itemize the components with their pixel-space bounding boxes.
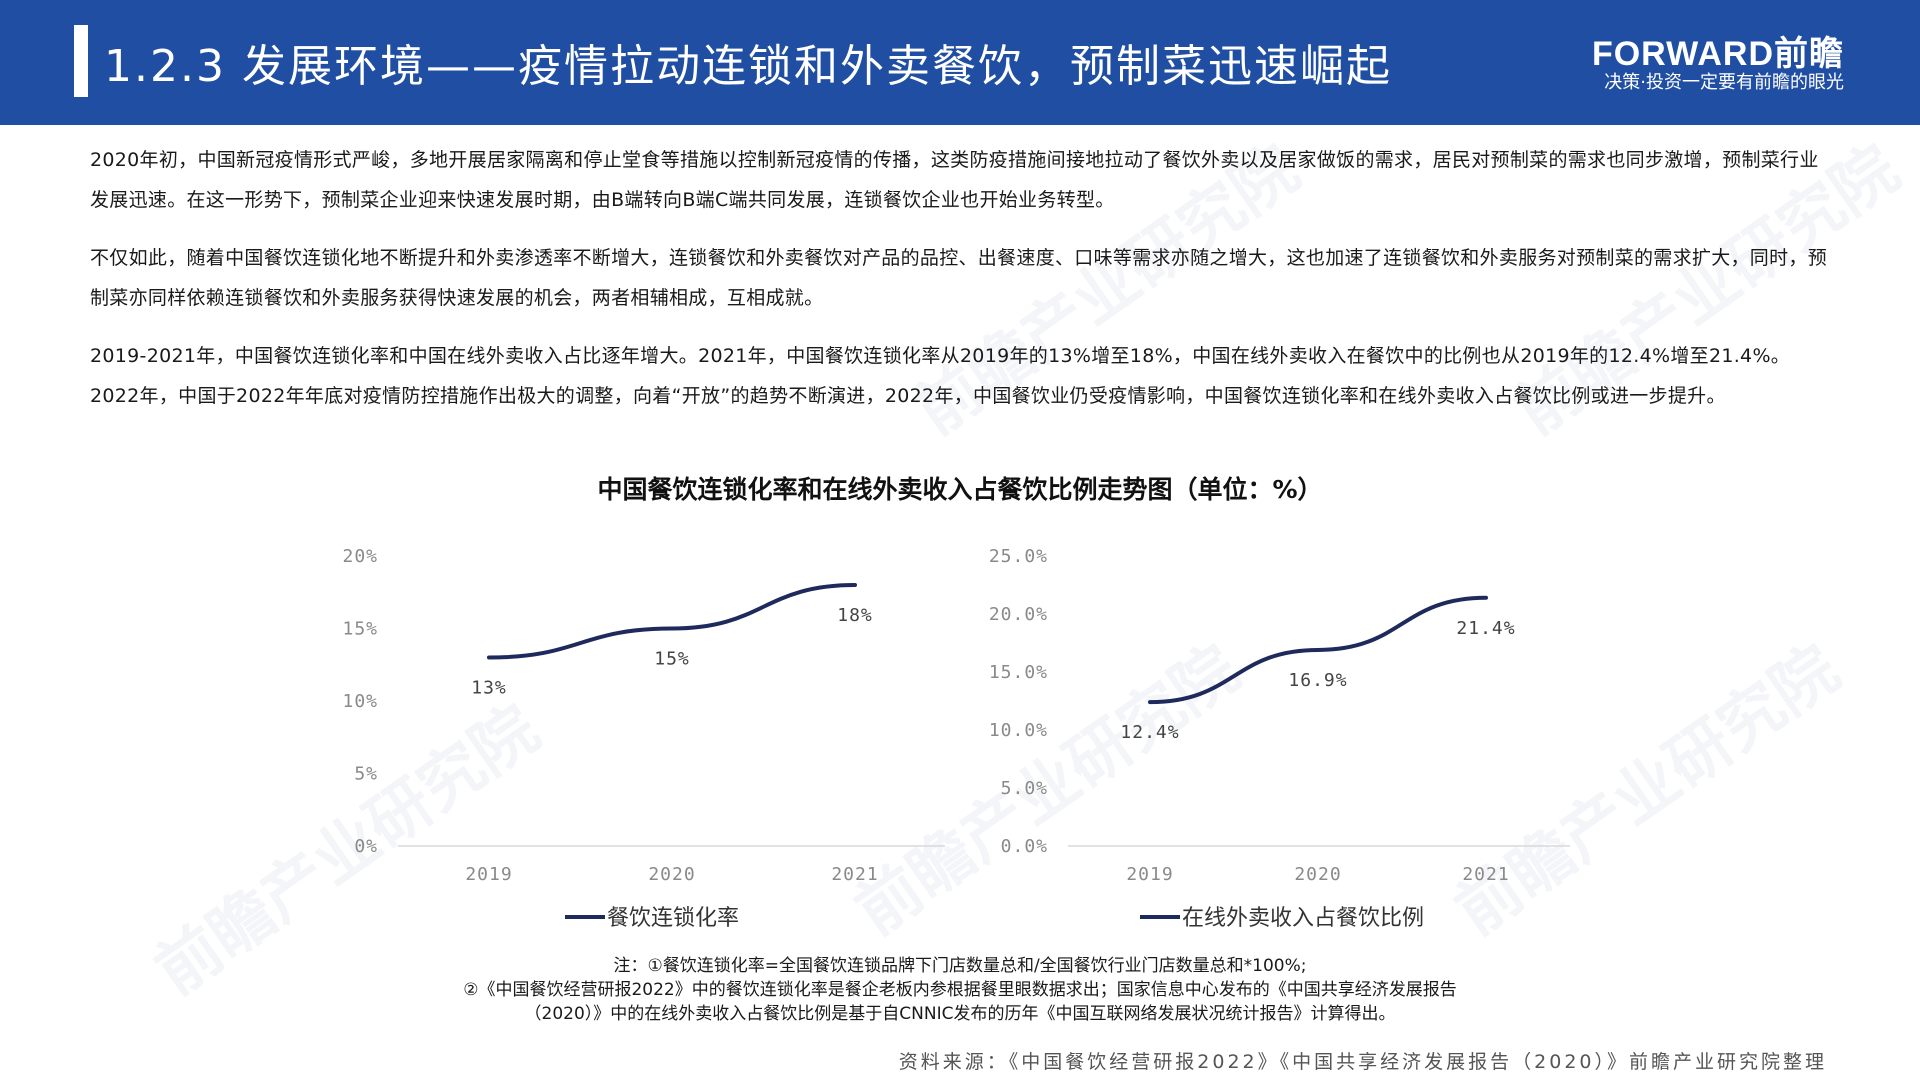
note-line: ②《中国餐饮经营研报2022》中的餐饮连锁化率是餐企老板内参根据餐里眼数据求出；… <box>463 980 1457 1000</box>
logo-wordmark: FORWARD前瞻 <box>1591 35 1844 73</box>
series-line <box>1148 595 1488 705</box>
y-tick-label: 0% <box>354 836 378 857</box>
chart-title: 中国餐饮连锁化率和在线外卖收入占餐饮比例走势图（单位：%） <box>597 475 1323 504</box>
y-tick-label: 20% <box>342 546 378 567</box>
note-line: 注：①餐饮连锁化率=全国餐饮连锁品牌下门店数量总和/全国餐饮行业门店数量总和*1… <box>613 956 1307 976</box>
data-label: 21.4% <box>1456 618 1515 639</box>
y-tick-label: 10.0% <box>989 720 1048 741</box>
data-label: 12.4% <box>1120 722 1179 743</box>
y-tick-label: 10% <box>342 691 378 712</box>
logo-slogan: 决策·投资一定要有前瞻的眼光 <box>1604 72 1844 93</box>
y-tick-label: 5.0% <box>1001 778 1048 799</box>
x-tick-label: 2021 <box>1462 864 1509 885</box>
paragraph-intro: 2020年初，中国新冠疫情形式严峻，多地开展居家隔离和停止堂食等措施以控制新冠疫… <box>90 149 1819 211</box>
x-tick-label: 2019 <box>465 864 512 885</box>
y-tick-label: 25.0% <box>989 546 1048 567</box>
data-label: 13% <box>471 678 507 699</box>
legend-label: 餐饮连锁化率 <box>607 906 739 931</box>
data-label: 16.9% <box>1288 670 1347 691</box>
data-label: 18% <box>837 605 873 626</box>
source-citation: 资料来源：《中国餐饮经营研报2022》《中国共享经济发展报告（2020）》前瞻产… <box>898 1051 1827 1073</box>
x-tick-label: 2020 <box>1294 864 1341 885</box>
y-tick-label: 15% <box>342 619 378 640</box>
legend-label: 在线外卖收入占餐饮比例 <box>1182 906 1424 931</box>
data-label: 15% <box>654 649 690 670</box>
x-tick-label: 2021 <box>831 864 878 885</box>
title-accent-bar <box>74 25 88 97</box>
header-banner: 1.2.3 发展环境——疫情拉动连锁和外卖餐饮，预制菜迅速崛起 FORWARD前… <box>0 0 1920 125</box>
series-line <box>487 583 857 660</box>
y-tick-label: 5% <box>354 764 378 785</box>
paragraph-trend: 2019-2021年，中国餐饮连锁化率和中国在线外卖收入占比逐年增大。2021年… <box>90 345 1791 407</box>
paragraph-chain: 不仅如此，随着中国餐饮连锁化地不断提升和外卖渗透率不断增大，连锁餐饮和外卖餐饮对… <box>90 247 1828 309</box>
y-tick-label: 15.0% <box>989 662 1048 683</box>
brand-logo: FORWARD前瞻 决策·投资一定要有前瞻的眼光 <box>1574 26 1844 96</box>
x-tick-label: 2019 <box>1126 864 1173 885</box>
y-tick-label: 0.0% <box>1001 836 1048 857</box>
page-title: 1.2.3 发展环境——疫情拉动连锁和外卖餐饮，预制菜迅速崛起 <box>104 41 1392 92</box>
y-tick-label: 20.0% <box>989 604 1048 625</box>
x-tick-label: 2020 <box>648 864 695 885</box>
note-line: （2020）》中的在线外卖收入占餐饮比例是基于自CNNIC发布的历年《中国互联网… <box>524 1004 1396 1024</box>
